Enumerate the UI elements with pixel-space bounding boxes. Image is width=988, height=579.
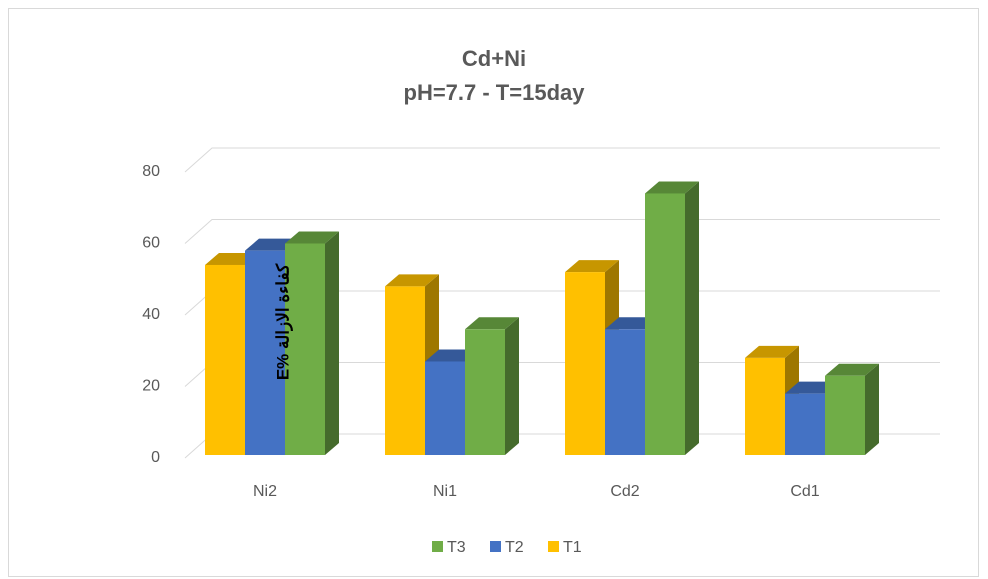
bar-front bbox=[645, 193, 685, 455]
chart-title: Cd+Ni bbox=[462, 46, 526, 71]
x-tick-label: Ni2 bbox=[253, 483, 277, 500]
bar-front bbox=[385, 286, 425, 455]
bar-side bbox=[685, 181, 699, 455]
legend-swatch bbox=[432, 541, 443, 552]
bar-front bbox=[745, 357, 785, 455]
bar bbox=[825, 363, 879, 455]
bar-top bbox=[745, 345, 799, 358]
bar-front bbox=[465, 329, 505, 455]
legend-label: T3 bbox=[447, 539, 466, 556]
bar-front bbox=[425, 361, 465, 455]
bar-side bbox=[865, 363, 879, 455]
bar-front bbox=[285, 243, 325, 455]
x-tick-label: Cd2 bbox=[610, 483, 639, 500]
y-tick-label: 0 bbox=[151, 449, 160, 466]
bar-top bbox=[645, 181, 699, 194]
y-tick-label: 40 bbox=[142, 306, 160, 323]
legend-label: T1 bbox=[563, 539, 582, 556]
bar bbox=[645, 181, 699, 455]
legend-swatch bbox=[490, 541, 501, 552]
bar-top bbox=[565, 260, 619, 273]
x-tick-label: Ni1 bbox=[433, 483, 457, 500]
legend-swatch bbox=[548, 541, 559, 552]
y-tick-label: 80 bbox=[142, 163, 160, 180]
legend-label: T2 bbox=[505, 539, 524, 556]
bar-front bbox=[605, 329, 645, 455]
bar-front bbox=[245, 250, 285, 455]
bars bbox=[205, 181, 879, 455]
bar-top bbox=[825, 363, 879, 376]
chart-border bbox=[8, 8, 979, 577]
bar-side bbox=[325, 231, 339, 455]
bar bbox=[285, 231, 339, 455]
bar-side bbox=[505, 317, 519, 455]
bar-front bbox=[785, 393, 825, 455]
y-tick-label: 60 bbox=[142, 235, 160, 252]
bar-top bbox=[465, 317, 519, 330]
grid-line bbox=[184, 147, 940, 173]
bar-top bbox=[285, 231, 339, 244]
bar bbox=[465, 317, 519, 455]
chart-subtitle: pH=7.7 - T=15day bbox=[404, 80, 586, 105]
bar-front bbox=[565, 272, 605, 455]
legend: T3 T2 T1 bbox=[432, 539, 582, 556]
bar-front bbox=[825, 375, 865, 455]
y-tick-label: 20 bbox=[142, 378, 160, 395]
x-tick-label: Cd1 bbox=[790, 483, 819, 500]
y-axis-label: E% كفاءة الازالة bbox=[273, 263, 293, 380]
bar-front bbox=[205, 264, 245, 455]
bar-top bbox=[385, 274, 439, 287]
